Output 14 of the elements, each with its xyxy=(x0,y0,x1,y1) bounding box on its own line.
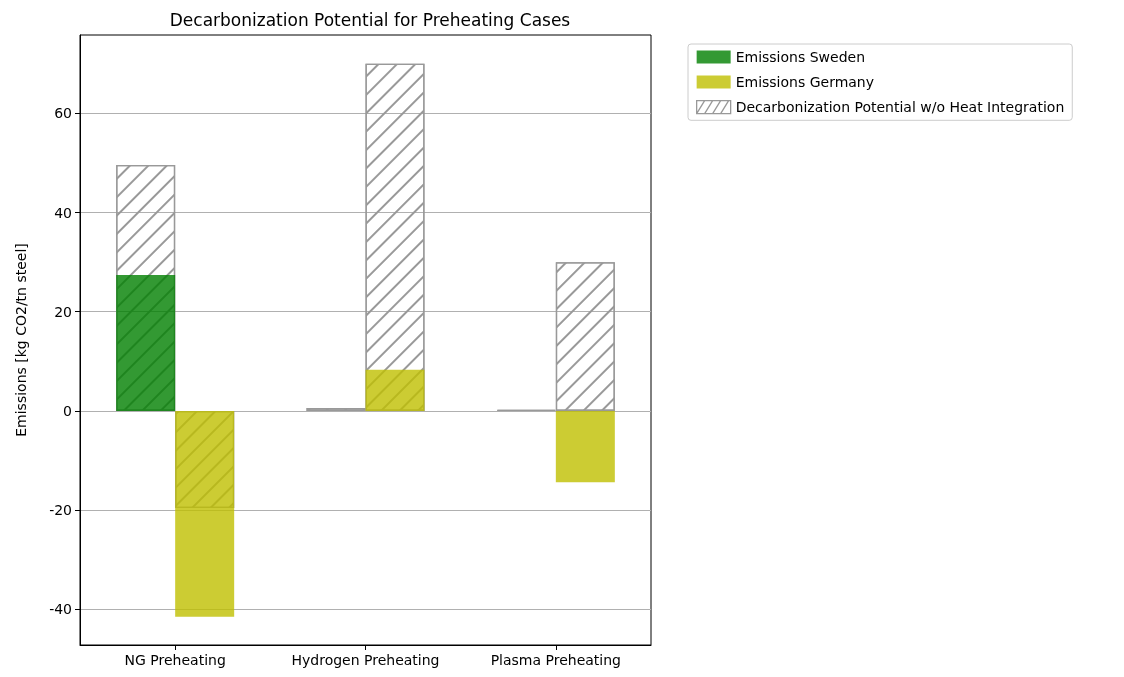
legend-label: Decarbonization Potential w/o Heat Integration xyxy=(735,99,1065,116)
x-tick-label: Plasma Preheating xyxy=(490,652,622,668)
chart-title: Decarbonization Potential for Preheating Cases xyxy=(169,9,571,30)
x-tick-label: Hydrogen Preheating xyxy=(291,652,440,668)
y-tick-label: -20 xyxy=(49,502,72,519)
y-axis-title: Emissions [kg CO2/tn steel] xyxy=(13,243,29,437)
y-tick-label: 40 xyxy=(54,204,72,221)
y-tick-label: 0 xyxy=(63,402,72,419)
y-tick-label: 60 xyxy=(54,105,72,122)
x-tick-label: NG Preheating xyxy=(124,652,226,668)
y-tick-label: -40 xyxy=(49,601,72,618)
y-tick-label: 20 xyxy=(54,303,72,320)
legend-label: Emissions Sweden xyxy=(735,49,866,65)
legend-label: Emissions Germany xyxy=(735,74,875,90)
